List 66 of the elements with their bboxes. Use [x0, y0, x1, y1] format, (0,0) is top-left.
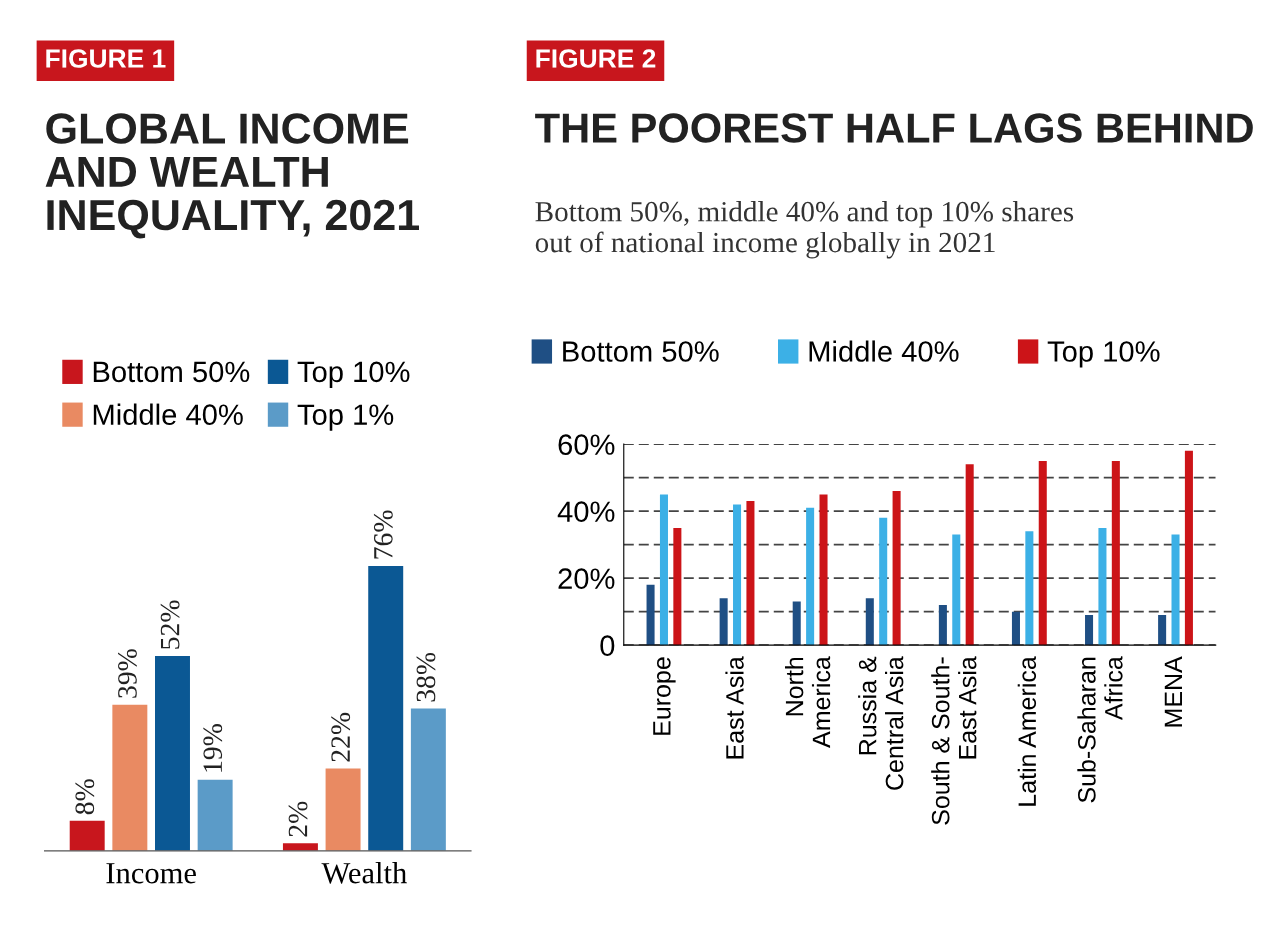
legend-label: Bottom 50%: [563, 341, 719, 362]
y-tick-label: 60%: [558, 434, 615, 455]
bar: [719, 598, 728, 646]
chart-title: GLOBAL INCOME AND WEALTH INEQUALITY, 2021: [45, 113, 419, 239]
bar: [673, 527, 682, 646]
bar: [806, 507, 815, 646]
bar: [879, 517, 888, 646]
data-label: 2%: [288, 801, 308, 837]
bar: [1038, 460, 1047, 646]
bar: [1085, 615, 1094, 646]
chart-title: THE POOREST HALF LAGS BEHIND: [535, 113, 1253, 143]
y-tick-label: 40%: [557, 501, 615, 522]
bar: [282, 843, 318, 851]
legend-label: Top 10%: [1047, 341, 1160, 368]
bar: [892, 491, 901, 646]
bar: [410, 708, 446, 851]
bar: [1025, 531, 1034, 646]
bar: [197, 779, 233, 851]
legend-label: Top 10%: [297, 361, 410, 388]
bar: [646, 584, 655, 646]
bar: [792, 601, 801, 646]
bar: [659, 494, 668, 646]
x-tick-label: Europe: [653, 657, 676, 735]
bar: [368, 565, 404, 851]
legend-label: Bottom 50%: [93, 361, 250, 383]
x-tick-label: East Asia: [725, 656, 744, 759]
bar: [69, 820, 105, 851]
bar: [112, 704, 148, 851]
legend-label: Middle 40%: [93, 403, 243, 426]
bar: [819, 494, 828, 646]
caption: FIGURE 1: [46, 49, 166, 68]
bar: [938, 604, 947, 646]
x-tick-label: Wealth: [321, 861, 407, 884]
bar: [952, 534, 961, 646]
bar: [1184, 450, 1193, 646]
bar: [1111, 460, 1120, 646]
legend-label: Top 1%: [297, 404, 394, 431]
x-tick-label: North America: [785, 656, 831, 748]
bar: [1158, 615, 1167, 646]
x-tick-label: South & South- East Asia: [931, 656, 977, 825]
data-label: 22%: [331, 712, 351, 762]
caption: FIGURE 2: [536, 49, 656, 68]
bar: [155, 655, 190, 851]
x-tick-label: Income: [106, 863, 196, 884]
bar: [1098, 527, 1107, 646]
bar: [325, 768, 361, 851]
data-label: 39%: [118, 649, 137, 698]
bar: [733, 504, 742, 646]
x-tick-label: MENA: [1164, 656, 1182, 727]
bar: [746, 501, 755, 646]
chart-subtitle: Bottom 50%, middle 40% and top 10% shares out of national income globally in 2021: [535, 201, 1074, 259]
x-tick-label: Sub-Saharan Africa: [1077, 656, 1123, 803]
data-label: 76%: [373, 510, 393, 559]
data-label: 19%: [203, 724, 223, 772]
legend-label: Middle 40%: [809, 340, 959, 362]
bar: [1171, 534, 1180, 646]
bar: [865, 598, 874, 646]
x-tick-label: Russia & Central Asia: [858, 656, 904, 790]
data-label: 38%: [416, 652, 436, 702]
data-label: 8%: [75, 779, 95, 815]
data-label: 52%: [160, 600, 180, 649]
y-tick-label: 0: [600, 635, 615, 657]
x-tick-label: Latin America: [1017, 656, 1037, 806]
bar: [965, 464, 974, 646]
y-tick-label: 20%: [558, 568, 615, 589]
bar: [1011, 611, 1020, 646]
